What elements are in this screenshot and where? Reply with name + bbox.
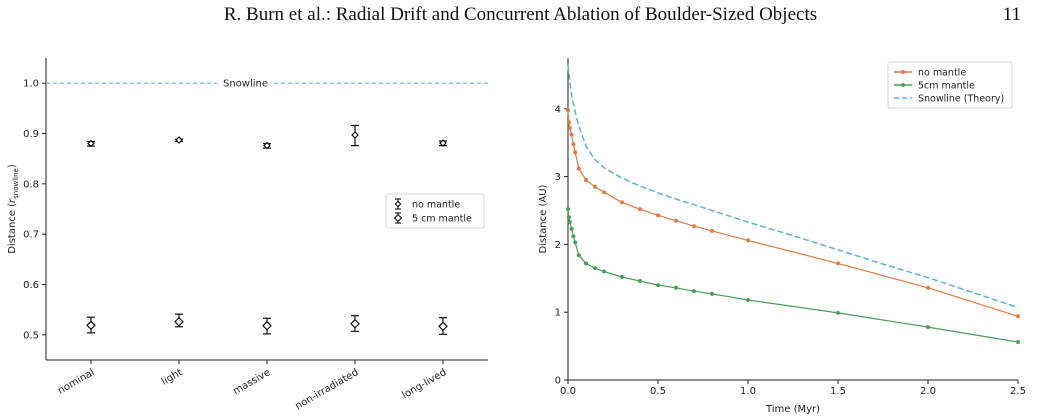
series-point <box>836 261 840 266</box>
legend-entry-label: 5cm mantle <box>918 81 975 92</box>
left-chart-y-tick-label: 0.8 <box>23 179 39 190</box>
legend-marker <box>901 70 905 74</box>
right-chart-y-tick-label: 3 <box>555 172 561 183</box>
right-chart: 0 1 2 3 4 0.0 0.5 1.0 1.5 2.0 2.5 Time (Myr) Distanc… <box>538 58 1026 415</box>
data-point-diamond <box>174 316 184 327</box>
data-point-diamond <box>86 320 96 331</box>
legend-marker <box>394 200 402 208</box>
right-chart-y-axis-label: Distance (AU) <box>538 184 549 253</box>
left-chart-x-tick-label: long-lived <box>400 367 448 401</box>
series-point <box>710 291 714 296</box>
left-chart-y-tick-label: 1.0 <box>23 79 39 90</box>
right-chart-x-tick-label: 2.0 <box>920 386 936 397</box>
data-point-diamond <box>87 139 95 148</box>
left-chart-x-tick-label: light <box>160 367 185 388</box>
series-point <box>593 266 597 271</box>
right-chart-y-tick-label: 1 <box>555 308 561 319</box>
series-point <box>569 132 574 137</box>
series-point <box>566 215 571 220</box>
legend-entry-label: 5 cm mantle <box>412 214 472 225</box>
left-chart-x-tick-label: massive <box>231 367 272 397</box>
left-chart-y-tick-label: 0.7 <box>23 230 39 241</box>
series-line <box>567 209 1019 343</box>
right-chart-x-tick-label: 1.0 <box>740 386 756 397</box>
right-chart-x-axis-label: Time (Myr) <box>765 404 820 415</box>
series-point <box>566 120 571 125</box>
series-point <box>584 261 588 266</box>
left-chart-y-tick-label: 0.9 <box>23 129 39 140</box>
right-chart-y-tick-label: 0 <box>555 376 561 387</box>
data-point-diamond <box>351 131 359 139</box>
series-point <box>710 228 714 233</box>
series-point <box>1016 314 1020 319</box>
series-point <box>602 190 606 195</box>
series-point <box>692 289 696 294</box>
series-point <box>620 200 624 205</box>
page-header: R. Burn et al.: Radial Drift and Concurr… <box>0 4 1041 28</box>
series-point <box>567 220 572 225</box>
series-point <box>656 283 660 288</box>
right-chart-y-tick-label: 2 <box>555 240 561 251</box>
series-point <box>569 226 574 231</box>
series-point <box>746 238 750 243</box>
series-point <box>926 285 930 290</box>
series-point <box>746 298 750 303</box>
series-point <box>656 213 660 218</box>
left-chart-legend-box <box>385 193 485 229</box>
right-chart-legend-box <box>887 61 1013 109</box>
legend-entry-label: no mantle <box>412 200 460 211</box>
legend-entry-label: no mantle <box>918 68 966 79</box>
left-chart-x-tick-label: non-irradiated <box>293 367 360 412</box>
left-chart-y-axis-label: Distance (rsnowline) <box>7 164 20 254</box>
left-chart-y-tick-label: 0.5 <box>23 330 39 341</box>
series-point <box>573 150 578 155</box>
series-point <box>566 108 570 113</box>
series-point <box>1016 340 1020 345</box>
series-point <box>926 325 930 330</box>
data-point-diamond <box>262 320 272 331</box>
right-chart-y-tick-label: 4 <box>555 104 561 115</box>
series-point <box>692 224 696 229</box>
series-point <box>674 285 678 290</box>
series-point <box>836 310 840 315</box>
series-point <box>576 253 581 258</box>
snowline-label: Snowline <box>223 79 268 90</box>
series-point <box>602 269 606 274</box>
series-point <box>571 234 576 239</box>
series-point <box>584 178 588 183</box>
series-point <box>571 142 576 147</box>
right-chart-x-tick-label: 1.5 <box>830 386 846 397</box>
series-point <box>567 125 572 130</box>
series-point <box>573 240 578 245</box>
series-point <box>638 279 642 284</box>
series-line <box>567 64 1019 309</box>
data-point-diamond <box>263 141 271 150</box>
left-chart-y-tick-label: 0.6 <box>23 280 39 291</box>
legend-marker <box>901 83 905 87</box>
series-point <box>638 207 642 212</box>
right-chart-x-tick-label: 2.5 <box>1010 386 1026 397</box>
legend-entry-label: Snowline (Theory) <box>918 94 1004 105</box>
page-number: 11 <box>1002 4 1021 25</box>
data-point-diamond <box>175 136 183 144</box>
page-title: R. Burn et al.: Radial Drift and Concurr… <box>223 4 818 25</box>
data-point-diamond <box>350 318 360 329</box>
data-point-diamond <box>438 321 448 332</box>
data-point-diamond <box>439 139 447 147</box>
series-point <box>566 207 570 212</box>
right-chart-x-tick-label: 0.0 <box>560 386 576 397</box>
series-point <box>674 218 678 223</box>
legend-marker <box>393 213 403 223</box>
left-chart: 0.5 0.6 0.7 0.8 0.9 1.0 Distance (rsnowline) no… <box>7 58 488 412</box>
series-point <box>593 184 597 189</box>
right-chart-x-tick-label: 0.5 <box>650 386 666 397</box>
series-point <box>576 166 581 171</box>
series-point <box>620 274 624 279</box>
left-chart-x-tick-label: nominal <box>56 367 96 397</box>
